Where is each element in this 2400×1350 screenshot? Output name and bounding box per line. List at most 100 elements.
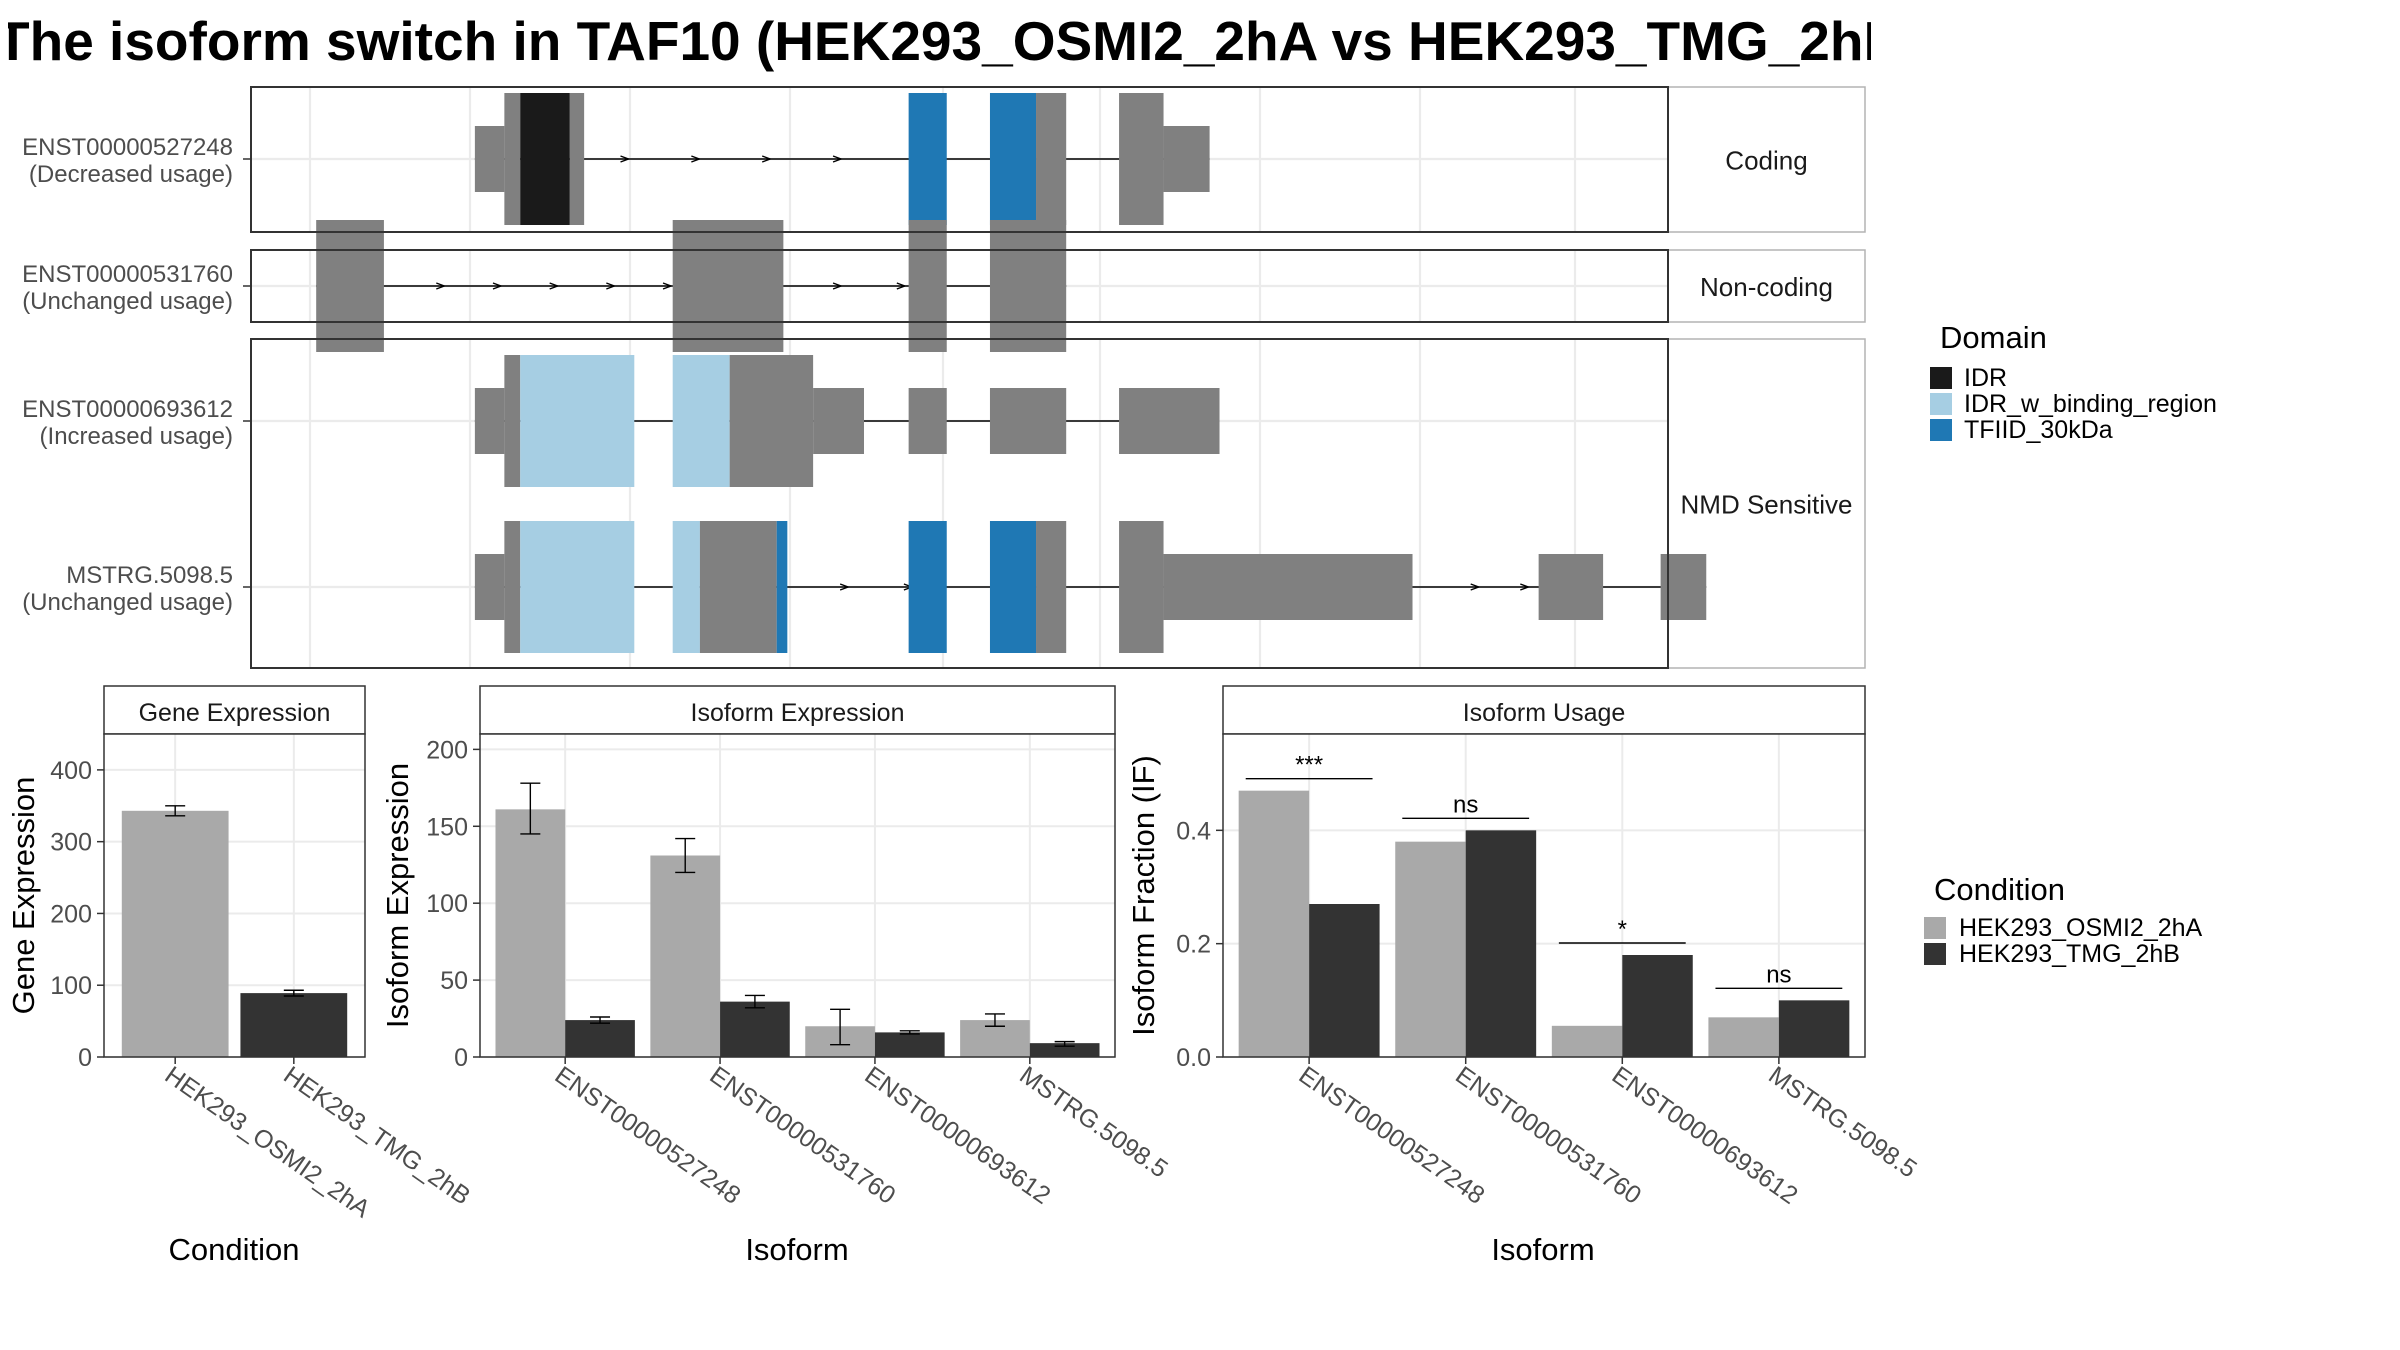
error-bar — [675, 837, 696, 874]
utr-segment — [989, 388, 1067, 454]
utr-segment — [474, 126, 505, 192]
condition-legend-swatch — [1924, 917, 1946, 939]
intron-arrow — [606, 282, 617, 290]
error-bar — [520, 782, 541, 835]
structure-panel-border — [250, 338, 1669, 669]
significance-label: * — [1618, 916, 1627, 943]
x-tick-label: HEK293_TMG_2hB — [278, 1061, 475, 1211]
y-tick-label: 400 — [50, 757, 92, 785]
transcript-structure-panel: Coding Non-coding NMD Sensitive ENST0000052… — [22, 86, 1866, 669]
y-tick-label: 50 — [440, 967, 468, 995]
significance-label: ns — [1766, 961, 1791, 988]
transcript-id-label: ENST00000527248 — [22, 134, 233, 161]
exon-segment — [672, 220, 784, 352]
chart-title: Isoform Expression — [691, 699, 905, 727]
domain-legend-label: TFIID_30kDa — [1964, 416, 2113, 444]
utr-segment — [1119, 388, 1220, 454]
intron-arrow — [832, 282, 844, 290]
bar — [121, 810, 229, 1057]
y-tick-label: 0 — [454, 1044, 468, 1072]
legends: Domain IDRIDR_w_binding_regionTFIID_30kD… — [1924, 320, 2217, 968]
facet-strip-label: Non-coding — [1700, 272, 1833, 302]
bar — [565, 1020, 635, 1057]
error-bar — [590, 1016, 611, 1024]
domain-segment-tfiid-30kda — [776, 521, 788, 653]
domain-segment-idr-w-binding-region — [520, 355, 635, 487]
y-axis-label: Isoform Expression — [380, 763, 415, 1028]
x-tick-label: MSTRG.5098.5 — [1763, 1061, 1921, 1184]
chart-strip — [1222, 685, 1866, 735]
y-tick-label: 100 — [50, 972, 92, 1000]
significance-label: ns — [1453, 791, 1478, 818]
bar — [874, 1032, 945, 1057]
intron-arrow — [1520, 583, 1531, 591]
bar — [1465, 830, 1537, 1057]
y-tick-label: 0.4 — [1176, 817, 1211, 845]
exon-segment — [316, 220, 384, 352]
intron-arrow — [761, 155, 773, 163]
y-tick-label: 200 — [426, 736, 468, 764]
x-axis-label: Isoform — [1491, 1232, 1594, 1267]
intron-arrow — [436, 282, 447, 290]
facet-strip-label: NMD Sensitive — [1681, 490, 1853, 520]
transcript-id-label: ENST00000531760 — [22, 261, 233, 288]
y-tick-label: 0 — [78, 1044, 92, 1072]
error-bar — [984, 1013, 1005, 1027]
exon-segment — [504, 355, 521, 487]
domain-legend-label: IDR — [1964, 364, 2007, 392]
facet-strip-label: Coding — [1725, 146, 1807, 176]
structure-panel-bg — [251, 339, 1668, 668]
expression-charts: Gene Expression 0 100 200 300 400 HEK293_OSMI2… — [6, 685, 1922, 1267]
exon-segment — [1036, 93, 1067, 225]
domain-segment-tfiid-30kda — [989, 521, 1037, 653]
bar — [1238, 790, 1310, 1057]
chart-strip — [103, 685, 366, 735]
domain-legend-title: Domain — [1940, 320, 2047, 355]
facet-strip — [1667, 86, 1866, 233]
intron-arrow — [620, 155, 631, 163]
y-tick-label: 300 — [50, 829, 92, 857]
utr-segment — [1538, 554, 1604, 620]
exon-segment — [699, 521, 777, 653]
exon-segment — [908, 220, 947, 352]
y-tick-label: 200 — [50, 900, 92, 928]
transcript-id-label: ENST00000693612 — [22, 396, 233, 423]
x-tick-label: MSTRG.5098.5 — [1014, 1061, 1172, 1184]
transcript-usage-label: (Increased usage) — [40, 423, 233, 450]
domain-segment-tfiid-30kda — [989, 93, 1037, 225]
utr-segment — [474, 388, 505, 454]
bar — [495, 809, 566, 1057]
exon-segment — [1119, 521, 1164, 653]
y-tick-label: 100 — [426, 890, 468, 918]
error-bar — [283, 989, 304, 997]
exon-segment — [729, 355, 814, 487]
chart-title: Gene Expression — [139, 699, 331, 727]
bar — [1395, 841, 1466, 1057]
intron-arrow — [896, 282, 907, 290]
domain-legend-swatch — [1930, 367, 1952, 389]
utr-segment — [1163, 554, 1413, 620]
domain-segment-tfiid-30kda — [908, 93, 947, 225]
domain-segment-tfiid-30kda — [908, 521, 947, 653]
condition-legend-swatch — [1924, 943, 1946, 965]
figure-title: The isoform switch in TAF10 (HEK293_OSMI… — [0, 10, 1871, 72]
condition-legend-label: HEK293_OSMI2_2hA — [1959, 914, 2203, 942]
error-bar — [165, 805, 186, 817]
bar — [1551, 1025, 1623, 1057]
domain-segment-idr-w-binding-region — [672, 521, 700, 653]
domain-segment-idr-w-binding-region — [672, 355, 730, 487]
intron-arrow — [662, 282, 674, 290]
domain-legend-swatch — [1930, 419, 1952, 441]
chart-1: Isoform Expression050100150200ENST000005… — [380, 685, 1173, 1267]
utr-segment — [908, 388, 947, 454]
y-tick-label: 0.0 — [1176, 1044, 1211, 1072]
y-tick-label: 0.2 — [1176, 931, 1211, 959]
chart-plot-border — [479, 733, 1116, 1058]
bar — [720, 1001, 790, 1057]
chart-plot-bg — [480, 734, 1115, 1057]
exon-segment — [1036, 521, 1067, 653]
chart-plot-border — [1222, 733, 1866, 1058]
